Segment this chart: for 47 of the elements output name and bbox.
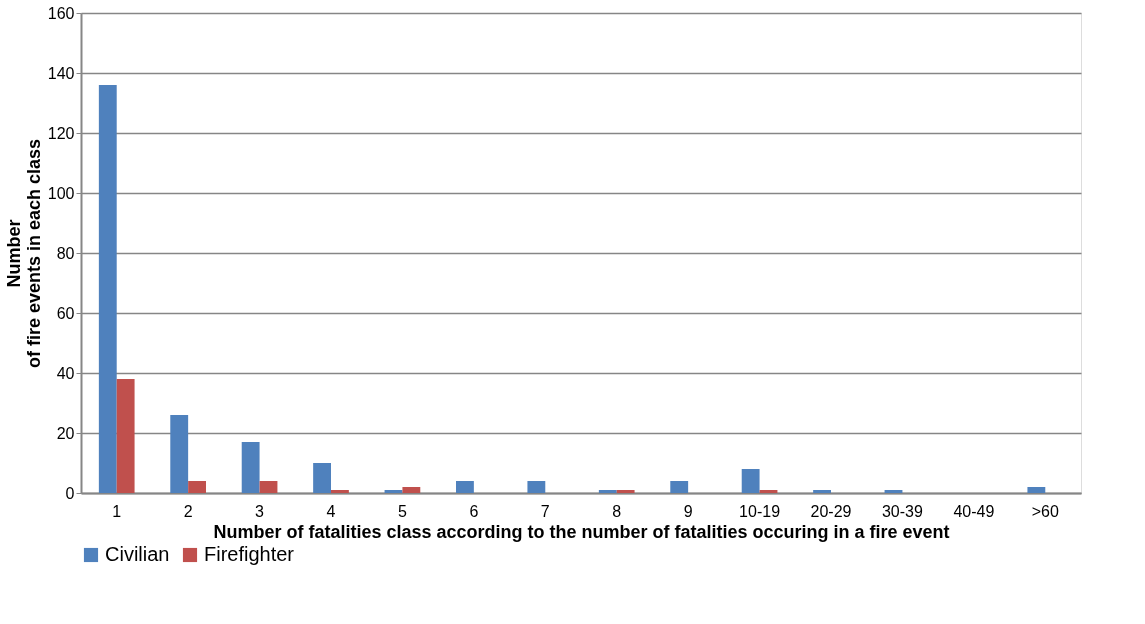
y-tick-label: 20 — [56, 424, 75, 442]
bar — [384, 490, 403, 493]
y-tick-label: 40 — [56, 364, 75, 382]
bar — [759, 490, 778, 493]
x-tick-label: 3 — [255, 502, 265, 520]
x-tick-label: 2 — [183, 502, 193, 520]
x-tick-label: >60 — [1031, 502, 1059, 520]
legend-label: Firefighter — [204, 543, 295, 565]
y-tick-label: 60 — [56, 304, 75, 322]
bar — [331, 490, 349, 493]
y-tick-label: 80 — [56, 244, 75, 262]
y-tick-label: 0 — [65, 484, 75, 502]
bar — [670, 481, 689, 493]
legend-label: Civilian — [105, 543, 170, 565]
x-tick-label: 4 — [326, 502, 336, 520]
x-tick-label: 8 — [612, 502, 622, 520]
x-tick-label: 9 — [683, 502, 693, 520]
x-axis-title: Number of fatalities class according to the number of fatalities occuring in a fire event — [213, 521, 950, 542]
bar — [527, 481, 546, 493]
x-tick-label: 30-39 — [881, 502, 923, 520]
y-tick-label: 140 — [47, 64, 75, 82]
y-tick-label: 100 — [47, 184, 75, 202]
bar — [98, 85, 117, 493]
bar — [813, 490, 831, 493]
x-tick-label: 6 — [469, 502, 479, 520]
bar — [598, 490, 617, 493]
bar — [170, 415, 189, 493]
bar — [741, 469, 760, 493]
bar — [1027, 487, 1046, 493]
bar — [616, 490, 635, 493]
x-tick-label: 40-49 — [953, 502, 995, 520]
y-tick-label: 160 — [47, 4, 75, 22]
bar — [456, 481, 474, 493]
x-tick-label: 10-19 — [739, 502, 781, 520]
x-tick-label: 20-29 — [810, 502, 852, 520]
bar — [313, 463, 331, 493]
bar — [402, 487, 421, 493]
y-axis-title: Number of fire events in each class — [3, 138, 44, 369]
bar — [241, 442, 260, 493]
bar — [259, 481, 278, 493]
y-tick-label: 120 — [47, 124, 75, 142]
x-tick-label: 1 — [112, 502, 122, 520]
bar — [884, 490, 903, 493]
bar — [188, 481, 206, 493]
x-tick-label: 7 — [540, 502, 550, 520]
bar — [116, 379, 135, 493]
x-tick-label: 5 — [397, 502, 407, 520]
